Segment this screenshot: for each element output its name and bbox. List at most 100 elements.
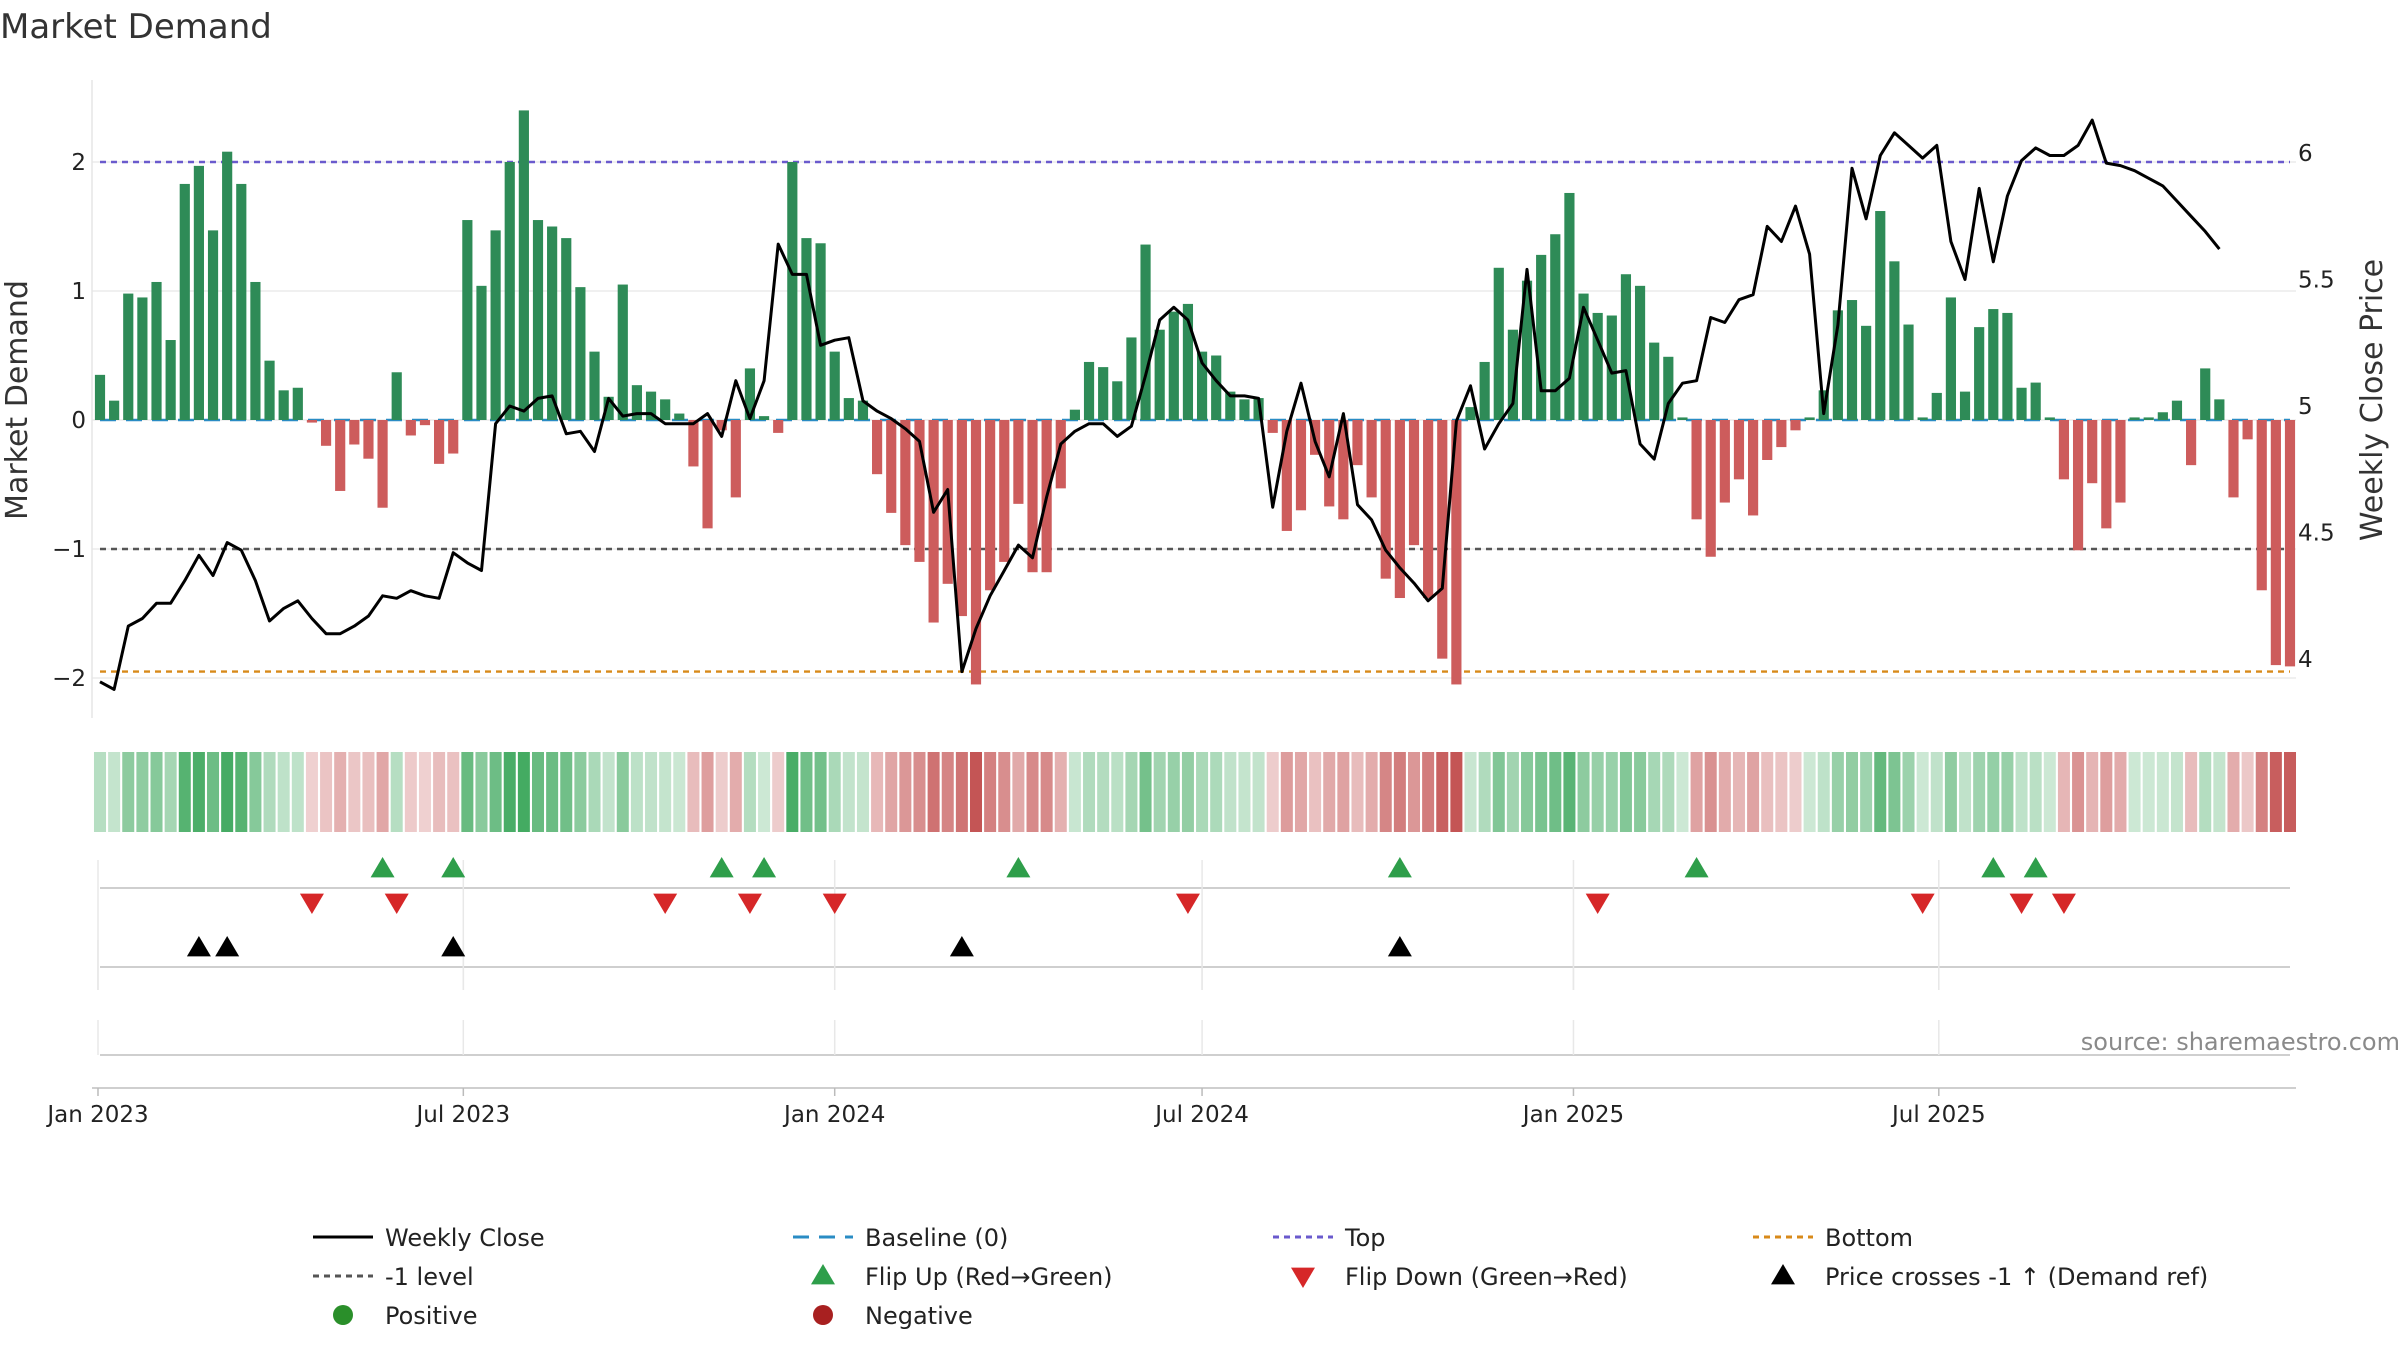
x-tick-label: Jan 2025 (1521, 1102, 1624, 1128)
flip-down-marker (1175, 893, 1200, 914)
heat-strip-cell (235, 752, 248, 832)
price-tick-label: 4.5 (2298, 521, 2335, 547)
heat-strip-cell (828, 752, 841, 832)
signal-panel (97, 857, 2290, 990)
heat-strip-cell (1224, 752, 1237, 832)
demand-bar (2101, 420, 2112, 529)
x-axis-ticks: Jan 2023 Jul 2023 Jan 2024 Jul 2024 Jan 2025… (45, 1088, 1986, 1128)
heat-strip-cell (2100, 752, 2113, 832)
demand-bar (914, 420, 925, 562)
demand-bar (758, 416, 770, 420)
demand-bar (2143, 417, 2154, 420)
demand-bar (1281, 420, 1292, 531)
demand-bar (645, 391, 657, 420)
demand-axis-label: Market Demand (0, 280, 35, 520)
legend-label: -1 level (385, 1263, 474, 1291)
demand-bar (1649, 342, 1660, 420)
heat-strip-cell (164, 752, 177, 832)
heat-strip-cell (447, 752, 460, 832)
heat-strip-cell (531, 752, 545, 832)
flip-up-marker (370, 857, 395, 878)
signal-panel-gridlines (97, 860, 1940, 990)
heat-strip-cell (2072, 752, 2085, 832)
heat-strip-cell (1111, 752, 1124, 832)
price-cross-marker (186, 936, 211, 957)
demand-bar (193, 165, 204, 420)
heat-strip-cell (1916, 752, 1929, 832)
demand-bar (335, 420, 346, 491)
heat-strip-cell (1704, 752, 1717, 832)
bottom-panel-gridlines (97, 1020, 1940, 1055)
demand-bar (1112, 381, 1123, 420)
demand-bar (829, 351, 840, 420)
heat-strip-cell (955, 752, 968, 832)
heat-strip-cell (1026, 752, 1039, 832)
demand-bar (970, 420, 982, 685)
heat-strip-cell (1365, 752, 1378, 832)
demand-bar (2030, 382, 2041, 420)
demand-bar (589, 351, 600, 420)
demand-bar (2256, 420, 2267, 591)
heat-strip-cell (277, 752, 290, 832)
heat-strip-cell (2043, 752, 2056, 832)
heat-strip-cell (1577, 752, 1590, 832)
demand-bar (2115, 420, 2126, 503)
flip-down-marker (822, 893, 847, 914)
demand-bar (1719, 420, 1730, 503)
flip-up-marker (2023, 857, 2048, 878)
heat-strip-cell (1238, 752, 1251, 832)
heat-strip-cell (1436, 752, 1449, 832)
heat-strip-cell (1040, 752, 1053, 832)
demand-bar (2072, 420, 2084, 551)
legend-item-price_cross: Price crosses -1 ↑ (Demand ref) (1771, 1263, 2208, 1291)
heat-strip-cell (1068, 752, 1081, 832)
heat-strip-cell (93, 752, 107, 832)
heat-strip-cell (856, 752, 869, 832)
flip-markers (299, 857, 2076, 914)
heat-strip-cell (503, 752, 516, 832)
heat-strip-cell (1309, 752, 1322, 832)
heat-strip-cell (701, 752, 714, 832)
heat-strip-cell (1181, 752, 1194, 832)
demand-bar (292, 387, 303, 420)
legend-swatch-dot (333, 1305, 353, 1325)
heat-strip-cell (1944, 752, 1957, 832)
demand-bar (1748, 420, 1759, 516)
legend-item-negative: Negative (813, 1302, 973, 1330)
demand-bar (1225, 391, 1236, 420)
heat-strip-cell (376, 752, 389, 832)
heat-strip-cell (1817, 752, 1830, 832)
legend-item-minus1: -1 level (313, 1263, 474, 1291)
flip-down-marker (653, 893, 678, 914)
demand-bar (716, 420, 727, 431)
demand-bar (1634, 285, 1646, 420)
demand-bar (1295, 420, 1307, 511)
heat-strip-cell (1464, 752, 1477, 832)
demand-bar (660, 399, 671, 420)
demand-bars (94, 110, 2296, 685)
demand-bar (137, 297, 148, 420)
heat-strip-cell (475, 752, 488, 832)
heat-strip-cell (814, 752, 827, 832)
demand-bar (1903, 324, 1914, 420)
heat-strip-cell (1634, 752, 1647, 832)
legend-swatch-triangle-up (811, 1264, 835, 1285)
heat-strip-cell (1083, 752, 1096, 832)
heat-strip-cell (2170, 752, 2183, 832)
heat-strip-cell (885, 752, 898, 832)
flip-up-marker (1981, 857, 2006, 878)
source-label: source: sharemaestro.com (2081, 1028, 2400, 1056)
flip-down-marker (384, 893, 409, 914)
heat-strip-cell (687, 752, 700, 832)
heat-strip-cell (2185, 752, 2198, 832)
legend-label: Bottom (1825, 1224, 1913, 1252)
heat-strip-cell (1860, 752, 1873, 832)
heat-strip-cell (1605, 752, 1618, 832)
demand-bar (1055, 420, 1066, 489)
x-tick-label: Jan 2024 (782, 1102, 885, 1128)
demand-bar (490, 230, 501, 420)
demand-bar (1069, 409, 1080, 420)
demand-bar (2157, 412, 2168, 420)
demand-bar (603, 396, 614, 420)
demand-bar (1917, 417, 1928, 420)
